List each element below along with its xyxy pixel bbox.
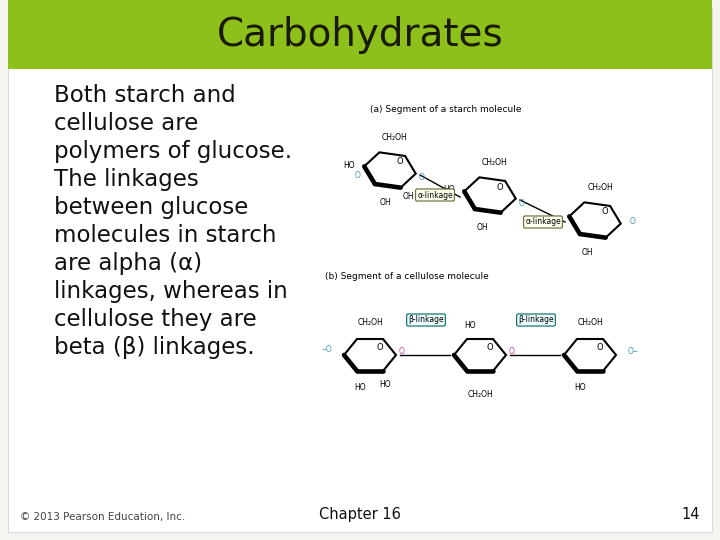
Text: O: O [597, 342, 603, 352]
Text: OH: OH [402, 192, 414, 201]
Text: α-linkage: α-linkage [525, 218, 561, 226]
Text: α-linkage: α-linkage [417, 191, 453, 199]
Text: O: O [377, 342, 383, 352]
Polygon shape [364, 152, 415, 188]
Text: O: O [602, 207, 608, 217]
Text: O‒: O‒ [628, 348, 639, 356]
Text: © 2013 Pearson Education, Inc.: © 2013 Pearson Education, Inc. [20, 512, 185, 522]
Text: OH: OH [379, 198, 391, 207]
Text: O: O [509, 348, 515, 356]
Text: CH₂OH: CH₂OH [382, 133, 408, 142]
Polygon shape [464, 177, 516, 213]
Text: Both starch and
cellulose are
polymers of glucose.
The linkages
between glucose
: Both starch and cellulose are polymers o… [54, 84, 292, 359]
Polygon shape [344, 339, 396, 371]
Text: O: O [630, 218, 636, 226]
Text: OH: OH [581, 248, 593, 257]
Text: ‒O: ‒O [321, 346, 332, 354]
Text: Carbohydrates: Carbohydrates [217, 16, 503, 53]
Text: CH₂OH: CH₂OH [357, 318, 383, 327]
Text: Chapter 16: Chapter 16 [319, 507, 401, 522]
Text: (a) Segment of a starch molecule: (a) Segment of a starch molecule [370, 105, 521, 114]
Text: O: O [397, 158, 403, 166]
Polygon shape [570, 202, 621, 238]
Text: OH: OH [476, 223, 488, 232]
FancyBboxPatch shape [8, 0, 712, 69]
Text: β-linkage: β-linkage [408, 315, 444, 325]
Text: O: O [399, 348, 405, 356]
Text: HO: HO [354, 383, 366, 392]
Polygon shape [564, 339, 616, 371]
FancyBboxPatch shape [8, 8, 712, 532]
Text: HO: HO [444, 186, 455, 194]
Text: O: O [419, 173, 425, 183]
Text: (b) Segment of a cellulose molecule: (b) Segment of a cellulose molecule [325, 272, 489, 281]
Text: CH₂OH: CH₂OH [577, 318, 603, 327]
Text: HO: HO [379, 380, 391, 389]
Text: CH₂OH: CH₂OH [482, 158, 508, 167]
Text: CH₂OH: CH₂OH [467, 390, 493, 399]
Text: CH₂OH: CH₂OH [587, 183, 613, 192]
Text: O: O [355, 171, 361, 179]
Text: HO: HO [343, 160, 355, 170]
Text: O: O [519, 199, 525, 207]
Text: O: O [487, 342, 493, 352]
Text: HO: HO [464, 321, 476, 330]
Text: HO: HO [574, 383, 586, 392]
Text: O: O [497, 183, 503, 192]
Polygon shape [454, 339, 506, 371]
Text: β-linkage: β-linkage [518, 315, 554, 325]
Text: 14: 14 [682, 507, 700, 522]
